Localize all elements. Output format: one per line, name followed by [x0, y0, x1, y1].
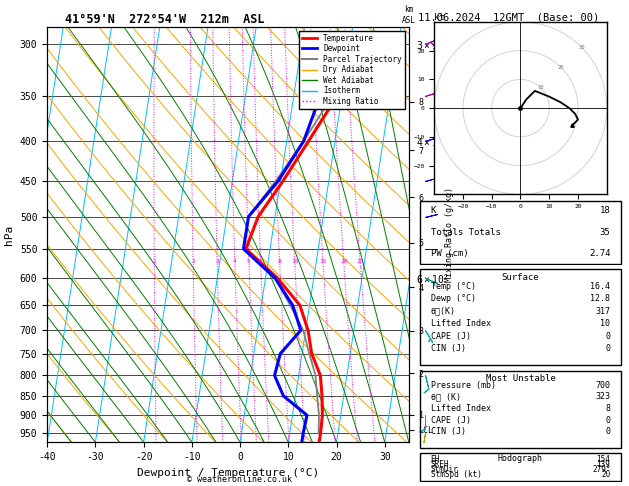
- Text: km
ASL: km ASL: [402, 5, 416, 25]
- Text: Most Unstable: Most Unstable: [486, 374, 555, 383]
- Text: 1: 1: [152, 259, 156, 264]
- Text: Pressure (mb): Pressure (mb): [430, 381, 496, 390]
- Text: 41°59'N  272°54'W  212m  ASL: 41°59'N 272°54'W 212m ASL: [65, 13, 265, 26]
- Text: 11.06.2024  12GMT  (Base: 00): 11.06.2024 12GMT (Base: 00): [418, 12, 599, 22]
- Text: 279°: 279°: [592, 465, 611, 474]
- Text: 0: 0: [606, 416, 611, 425]
- Text: kt: kt: [434, 13, 445, 22]
- Text: K: K: [430, 206, 436, 215]
- Text: 2: 2: [191, 259, 195, 264]
- Text: 0: 0: [606, 331, 611, 341]
- Text: 139: 139: [596, 460, 611, 469]
- Text: EH: EH: [430, 455, 440, 464]
- Text: θᴄ(K): θᴄ(K): [430, 307, 455, 315]
- Text: 0: 0: [606, 427, 611, 436]
- Text: 10: 10: [291, 259, 299, 264]
- Text: SREH: SREH: [430, 460, 449, 469]
- Text: Surface: Surface: [502, 273, 539, 282]
- Text: 700: 700: [596, 381, 611, 390]
- Text: 25: 25: [357, 259, 364, 264]
- Text: 0: 0: [606, 344, 611, 353]
- Text: 8: 8: [278, 259, 282, 264]
- Text: 6: 6: [259, 259, 262, 264]
- Text: Mixing Ratio (g/kg): Mixing Ratio (g/kg): [445, 187, 454, 282]
- Text: 323: 323: [596, 393, 611, 401]
- Text: 20: 20: [558, 65, 564, 70]
- Text: 20: 20: [340, 259, 348, 264]
- Text: 8: 8: [606, 404, 611, 413]
- Text: 4: 4: [233, 259, 237, 264]
- Text: 10: 10: [601, 319, 611, 328]
- Text: Hodograph: Hodograph: [498, 454, 543, 463]
- X-axis label: Dewpoint / Temperature (°C): Dewpoint / Temperature (°C): [137, 468, 319, 478]
- Y-axis label: hPa: hPa: [4, 225, 14, 244]
- Text: 3: 3: [215, 259, 219, 264]
- Text: 5: 5: [247, 259, 251, 264]
- Text: StmSpd (kt): StmSpd (kt): [430, 470, 481, 479]
- Text: 154: 154: [596, 455, 611, 464]
- Text: 10: 10: [538, 86, 544, 90]
- Text: Totals Totals: Totals Totals: [430, 227, 501, 237]
- Text: 2.74: 2.74: [589, 249, 611, 259]
- Text: Temp (°C): Temp (°C): [430, 282, 476, 291]
- Text: Lifted Index: Lifted Index: [430, 319, 491, 328]
- Text: 317: 317: [596, 307, 611, 315]
- Text: CIN (J): CIN (J): [430, 344, 465, 353]
- Text: CIN (J): CIN (J): [430, 427, 465, 436]
- Text: PW (cm): PW (cm): [430, 249, 468, 259]
- Text: 30: 30: [578, 45, 585, 50]
- Legend: Temperature, Dewpoint, Parcel Trajectory, Dry Adiabat, Wet Adiabat, Isotherm, Mi: Temperature, Dewpoint, Parcel Trajectory…: [299, 31, 405, 109]
- Text: θᴄ (K): θᴄ (K): [430, 393, 460, 401]
- Text: 18: 18: [599, 206, 611, 215]
- Text: Lifted Index: Lifted Index: [430, 404, 491, 413]
- Text: StmDir: StmDir: [430, 465, 459, 474]
- Text: 12.8: 12.8: [591, 294, 611, 303]
- Text: CAPE (J): CAPE (J): [430, 331, 470, 341]
- Text: Dewp (°C): Dewp (°C): [430, 294, 476, 303]
- Text: 15: 15: [320, 259, 327, 264]
- Text: © weatheronline.co.uk: © weatheronline.co.uk: [187, 474, 291, 484]
- Text: 20: 20: [601, 470, 611, 479]
- Text: CAPE (J): CAPE (J): [430, 416, 470, 425]
- Text: 16.4: 16.4: [591, 282, 611, 291]
- Text: 35: 35: [599, 227, 611, 237]
